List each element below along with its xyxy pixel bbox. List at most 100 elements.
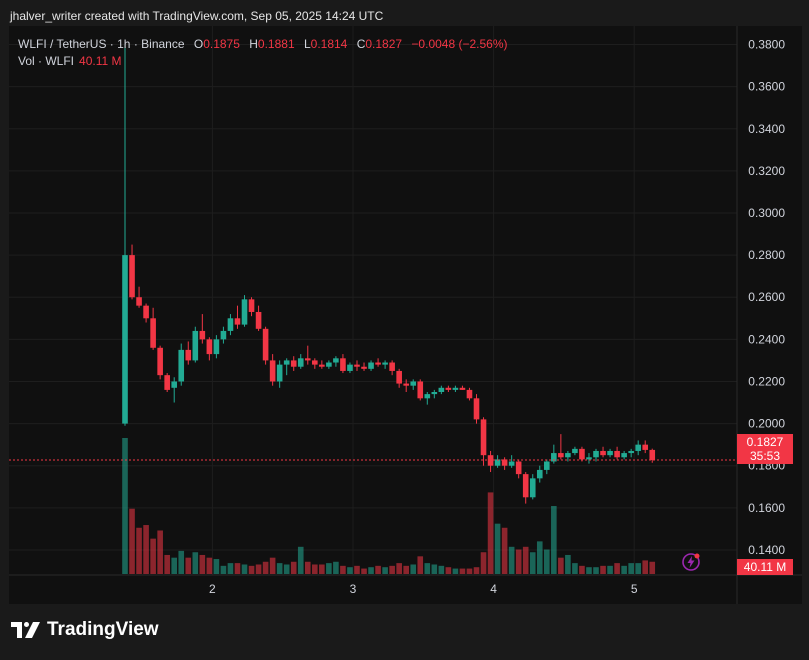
candle-body <box>403 383 409 386</box>
y-tick-label: 0.1400 <box>748 543 785 557</box>
volume-bar <box>410 564 417 574</box>
candle-body <box>129 255 135 298</box>
volume-value: 40.11 M <box>79 54 122 68</box>
volume-bar <box>122 438 128 574</box>
volume-bar <box>649 561 656 574</box>
candle-body <box>417 381 424 399</box>
price-series <box>122 44 656 504</box>
candle-body <box>354 364 360 367</box>
volume-bar <box>565 554 571 574</box>
candle-body <box>382 362 388 365</box>
y-tick-label: 0.2000 <box>748 417 785 431</box>
candle-body <box>276 364 283 382</box>
volume-bar <box>304 561 311 574</box>
volume-bar <box>558 557 564 574</box>
x-tick-label: 5 <box>631 582 638 596</box>
volume-bar <box>248 565 255 574</box>
candle-body <box>389 362 395 371</box>
candle-body <box>206 339 213 355</box>
volume-bar <box>480 552 487 574</box>
lightning-icon[interactable] <box>681 552 701 572</box>
y-tick-label: 0.2600 <box>748 290 785 304</box>
volume-bar <box>276 563 283 574</box>
candle-body <box>593 450 599 458</box>
low-label: L <box>303 37 311 51</box>
candle-body <box>558 453 564 458</box>
candle-body <box>649 449 656 461</box>
candle-body <box>333 358 339 363</box>
candle-body <box>192 330 199 361</box>
tradingview-logo-icon <box>11 622 40 638</box>
volume-bar <box>129 508 135 574</box>
volume-bar <box>347 567 353 574</box>
candle-body <box>459 387 466 390</box>
volume-bar <box>466 568 473 574</box>
volume-tag: 40.11 M <box>737 559 793 575</box>
volume-bar <box>382 567 388 574</box>
volume-bar <box>508 546 515 574</box>
low-value: 0.1814 <box>310 37 348 51</box>
close-value: 0.1827 <box>365 37 403 51</box>
volume-bar <box>459 568 466 574</box>
candle-body <box>642 444 649 450</box>
candle-body <box>466 389 473 399</box>
candle-body <box>431 392 438 395</box>
volume-bar <box>572 563 578 574</box>
symbol-label[interactable]: WLFI / TetherUS · 1h · Binance <box>18 37 185 51</box>
volume-bar <box>227 563 234 574</box>
candle-body <box>150 318 156 348</box>
volume-bar <box>494 523 501 574</box>
volume-bar <box>269 557 276 574</box>
candle-body <box>473 398 480 420</box>
open-value: 0.1875 <box>203 37 240 51</box>
volume-bar <box>234 563 241 574</box>
candle-body <box>368 362 374 369</box>
candle-body <box>312 360 318 365</box>
tradingview-logo[interactable]: TradingView <box>11 619 159 641</box>
volume-bar <box>213 559 220 574</box>
candle-body <box>424 394 431 399</box>
candle-body <box>586 457 592 460</box>
volume-bar <box>445 567 452 574</box>
volume-bar <box>241 564 248 574</box>
volume-bar <box>551 506 557 574</box>
candle-body <box>290 360 297 367</box>
candle-body <box>297 358 304 367</box>
volume-bar <box>312 564 318 574</box>
volume-bar <box>593 567 599 574</box>
y-tick-label: 0.2400 <box>748 332 785 346</box>
candle-body <box>522 474 529 498</box>
candle-body <box>136 297 142 306</box>
candle-body <box>579 448 585 460</box>
candle-body <box>452 387 459 390</box>
candle-body <box>621 453 627 458</box>
open-label: O <box>193 37 204 51</box>
volume-bar <box>635 563 641 574</box>
volume-bar <box>424 563 431 574</box>
volume-bar <box>522 546 529 574</box>
volume-bar <box>417 556 424 574</box>
volume-bar <box>354 565 360 574</box>
y-tick-label: 0.3800 <box>748 38 785 52</box>
candle-body <box>241 299 248 325</box>
candle-body <box>122 255 128 424</box>
candle-body <box>445 387 452 390</box>
volume-bar <box>150 538 156 574</box>
candle-body <box>607 450 613 456</box>
candle-body <box>375 362 381 365</box>
volume-label[interactable]: Vol · WLFI <box>18 54 75 68</box>
volume-bar <box>220 565 227 574</box>
candle-body <box>319 364 325 367</box>
volume-bar <box>487 492 494 574</box>
volume-bar <box>452 568 459 574</box>
last-price-tag: 0.1827 35:53 <box>737 434 793 464</box>
y-tick-label: 0.3200 <box>748 164 785 178</box>
candle-body <box>536 469 543 479</box>
volume-bar <box>361 568 367 574</box>
volume-bar <box>375 565 381 574</box>
candle-body <box>283 360 290 365</box>
volume-bar <box>326 563 332 574</box>
bar-countdown: 35:53 <box>749 449 781 463</box>
volume-bar <box>586 567 592 574</box>
